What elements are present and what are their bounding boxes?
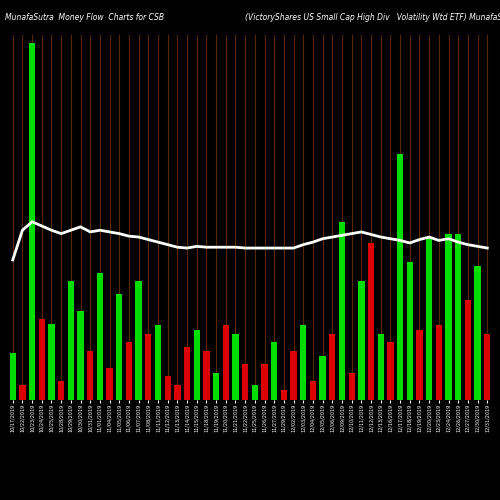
Bar	[116, 294, 122, 400]
Bar	[20, 384, 26, 400]
Bar	[174, 384, 180, 400]
Bar	[368, 243, 374, 400]
Bar	[426, 237, 432, 400]
Bar	[145, 334, 152, 400]
Bar	[78, 311, 84, 400]
Bar	[320, 356, 326, 400]
Bar	[262, 364, 268, 400]
Bar	[436, 326, 442, 400]
Bar	[97, 272, 103, 400]
Bar	[213, 373, 220, 400]
Text: (VictoryShares US Small Cap High Div   Volatility Wtd ETF) MunafaSutr: (VictoryShares US Small Cap High Div Vol…	[245, 12, 500, 22]
Bar	[290, 351, 296, 400]
Bar	[300, 326, 306, 400]
Bar	[348, 373, 355, 400]
Bar	[329, 334, 336, 400]
Bar	[10, 354, 16, 400]
Bar	[164, 376, 171, 400]
Bar	[271, 342, 278, 400]
Bar	[242, 364, 248, 400]
Bar	[252, 384, 258, 400]
Bar	[280, 390, 287, 400]
Text: MunafaSutra  Money Flow  Charts for CSB: MunafaSutra Money Flow Charts for CSB	[5, 12, 164, 22]
Bar	[29, 44, 35, 400]
Bar	[204, 351, 210, 400]
Bar	[474, 266, 480, 400]
Bar	[126, 342, 132, 400]
Bar	[38, 320, 45, 400]
Bar	[136, 281, 142, 400]
Bar	[68, 281, 74, 400]
Bar	[339, 222, 345, 400]
Bar	[446, 234, 452, 400]
Bar	[232, 334, 238, 400]
Bar	[87, 351, 94, 400]
Bar	[310, 382, 316, 400]
Bar	[58, 382, 64, 400]
Bar	[222, 326, 229, 400]
Bar	[358, 281, 364, 400]
Bar	[484, 334, 490, 400]
Bar	[416, 330, 422, 400]
Bar	[464, 300, 471, 400]
Bar	[455, 234, 462, 400]
Bar	[406, 262, 413, 400]
Bar	[184, 348, 190, 400]
Bar	[155, 326, 161, 400]
Bar	[106, 368, 112, 400]
Bar	[388, 342, 394, 400]
Bar	[48, 324, 54, 400]
Bar	[397, 154, 403, 400]
Bar	[194, 330, 200, 400]
Bar	[378, 334, 384, 400]
